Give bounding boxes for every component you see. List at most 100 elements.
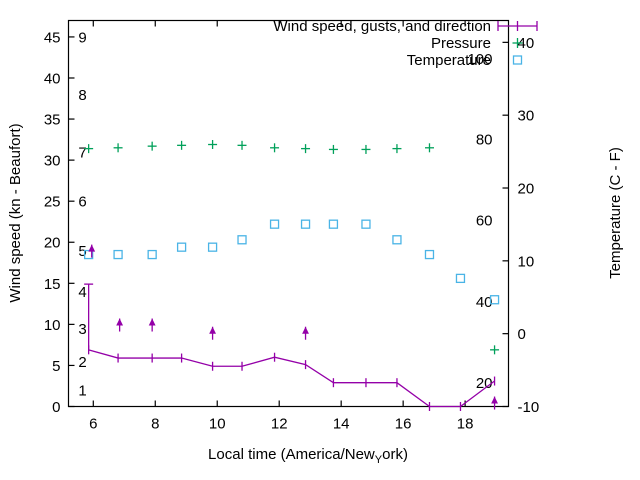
temperature-marker <box>300 219 311 229</box>
wind-direction-arrow <box>88 244 96 258</box>
temperature-marker <box>269 219 280 229</box>
temperature-marker <box>113 249 123 260</box>
wind-direction-arrow <box>116 318 124 332</box>
y-left-tick-label: 15 <box>44 276 61 293</box>
series-wind-speed <box>84 283 496 411</box>
legend-label-pressure: Pressure <box>431 35 491 52</box>
legend-marker-pressure <box>512 38 523 48</box>
wind-direction-arrow <box>491 396 498 410</box>
series-temperature <box>83 219 500 305</box>
y-right-tick-label: 0 <box>518 326 526 343</box>
temperature-marker <box>176 242 187 252</box>
beaufort-label: 5 <box>78 243 86 260</box>
wind-speed-line <box>88 349 495 408</box>
beaufort-label: 8 <box>78 87 86 104</box>
fahrenheit-label: 40 <box>476 294 493 311</box>
y-right-tick-label: 20 <box>518 181 535 198</box>
x-axis-title: Local time (America/NewYork) <box>208 446 408 466</box>
y-right-tick-label: 40 <box>518 35 535 52</box>
y-left-tick-label: 5 <box>52 358 60 375</box>
pressure-marker <box>270 143 280 153</box>
y-axis-right-labels: -10 0 10 20 30 40 <box>518 35 540 416</box>
x-tick-label: 14 <box>333 416 350 433</box>
y-left-tick-label: 35 <box>44 112 61 129</box>
series-pressure <box>84 140 500 355</box>
y-left-tick-label: 25 <box>44 194 61 211</box>
beaufort-label: 3 <box>78 321 86 338</box>
pressure-marker <box>113 143 123 153</box>
y-left-tick-label: 30 <box>44 153 61 170</box>
y-axis-left-title: Wind speed (kn - Beaufort) <box>7 123 24 302</box>
pressure-marker <box>237 140 247 150</box>
wind-direction-arrow <box>302 326 309 340</box>
legend-label-wind: Wind speed, gusts, and direction <box>273 18 491 35</box>
beaufort-label: 7 <box>78 144 86 161</box>
wind-direction-arrows <box>88 244 498 410</box>
temperature-marker <box>237 235 247 245</box>
plot-frame <box>67 19 510 408</box>
beaufort-label: 2 <box>78 354 86 371</box>
beaufort-label: 6 <box>78 194 86 211</box>
y-left-tick-label: 10 <box>44 317 61 334</box>
fahrenheit-label: 60 <box>476 213 493 230</box>
beaufort-label: 4 <box>78 284 86 301</box>
temperature-marker <box>147 249 157 260</box>
temperature-marker <box>424 249 435 260</box>
y-right-tick-label: 10 <box>518 253 535 270</box>
wind-direction-arrow <box>209 326 216 340</box>
y-left-tick-label: 20 <box>44 235 61 252</box>
fahrenheit-inner-labels: 20 40 60 80 100 <box>467 51 492 392</box>
x-tick-label: 6 <box>89 416 97 433</box>
pressure-marker <box>84 144 94 154</box>
x-tick-label: 8 <box>151 416 159 433</box>
pressure-marker <box>392 144 402 154</box>
fahrenheit-label: 80 <box>476 132 493 149</box>
legend-marker-wind <box>497 21 538 31</box>
fahrenheit-label: 100 <box>467 51 492 68</box>
wind-direction-arrow <box>148 318 156 332</box>
temperature-marker <box>361 219 371 229</box>
x-axis-title-pre: Local time (America/New <box>208 446 375 463</box>
y-left-tick-label: 45 <box>44 29 61 46</box>
temperature-marker <box>455 273 466 284</box>
pressure-marker <box>328 144 338 154</box>
y-left-tick-label: 40 <box>44 70 61 87</box>
y-axis-left-ticks <box>68 36 75 408</box>
pressure-marker <box>361 144 371 154</box>
x-axis-title-post: ork) <box>382 446 408 463</box>
x-axis-title-sub: Y <box>375 454 383 466</box>
y-left-tick-label: 0 <box>52 399 60 416</box>
temperature-marker <box>207 242 218 252</box>
x-axis-ticks <box>92 20 466 407</box>
temperature-marker <box>83 249 94 260</box>
x-tick-label: 18 <box>457 416 474 433</box>
beaufort-label: 1 <box>78 383 86 400</box>
y-axis-right-ticks <box>502 41 509 408</box>
x-axis-labels: 6 8 10 12 14 16 18 <box>89 416 473 433</box>
chart-legend: Wind speed, gusts, and direction Pressur… <box>273 18 538 69</box>
legend-label-temperature: Temperature <box>407 52 491 69</box>
pressure-marker <box>490 345 500 355</box>
beaufort-inner-labels: 1 2 3 4 5 6 7 8 9 <box>78 29 86 399</box>
pressure-marker <box>177 140 187 150</box>
legend-marker-temperature <box>512 55 523 65</box>
y-axis-left-labels: 0 5 10 15 20 25 30 35 40 45 <box>44 29 61 416</box>
fahrenheit-label: 20 <box>476 375 493 392</box>
pressure-marker <box>208 140 218 150</box>
temperature-marker <box>489 295 500 305</box>
y-right-tick-label: -10 <box>518 399 540 416</box>
beaufort-label: 9 <box>78 29 86 46</box>
y-right-tick-label: 30 <box>518 108 535 125</box>
pressure-marker <box>147 141 157 151</box>
y-axis-right-title: Temperature (C - F) <box>607 147 624 279</box>
pressure-marker <box>301 144 311 154</box>
x-tick-label: 10 <box>209 416 226 433</box>
temperature-marker <box>328 219 339 229</box>
temperature-marker <box>392 235 402 245</box>
x-tick-label: 16 <box>395 416 412 433</box>
x-tick-label: 12 <box>271 416 288 433</box>
pressure-marker <box>424 143 434 153</box>
